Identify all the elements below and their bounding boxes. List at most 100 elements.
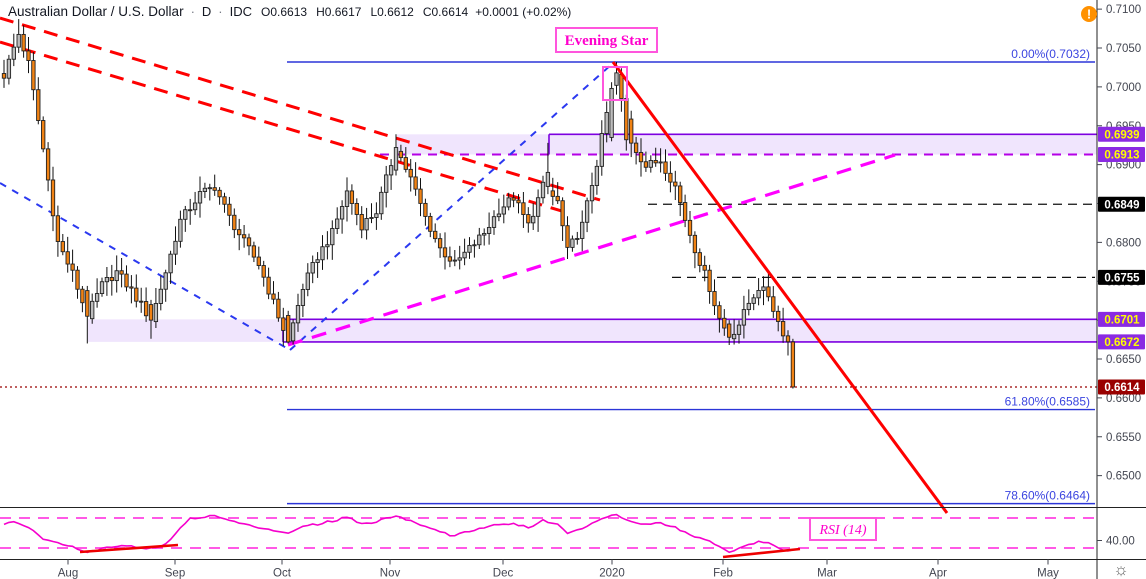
trendline-blue-dashed[interactable] xyxy=(289,63,613,351)
candle-down xyxy=(286,315,291,343)
candle-down xyxy=(692,234,698,254)
candle-up xyxy=(491,216,497,228)
candle-down xyxy=(354,203,359,215)
interval-selector[interactable]: D xyxy=(201,4,212,19)
rsi-label-box[interactable] xyxy=(809,517,877,541)
candle-up xyxy=(339,206,345,220)
candle-up xyxy=(153,303,159,323)
data-feed[interactable]: IDC xyxy=(229,4,253,19)
candle-down xyxy=(638,152,644,163)
candle-down xyxy=(560,200,565,227)
candle-down xyxy=(413,176,418,190)
supply-zone-fill[interactable] xyxy=(397,134,1097,155)
candle-down xyxy=(232,214,237,231)
candle-down xyxy=(80,288,85,304)
candle-down xyxy=(619,73,624,99)
candle-down xyxy=(188,209,193,212)
candle-down xyxy=(124,273,129,288)
open-readout: O0.6613 xyxy=(261,5,308,19)
alert-icon[interactable]: ! xyxy=(1081,6,1097,22)
evening-star-label-box[interactable] xyxy=(555,27,658,53)
fib-retracement[interactable]: 0.00%(0.7032) 61.80%(0.6585) 78.60%(0.6464… xyxy=(287,47,1095,505)
candle-down xyxy=(241,234,247,239)
candle-down xyxy=(398,150,404,159)
candle-up xyxy=(589,185,595,202)
price-tick-label: 0.7100 xyxy=(1106,4,1141,16)
candle-down xyxy=(717,305,722,319)
time-axis[interactable]: Aug Sep Oct Nov Dec 2020 Feb Mar Apr May xyxy=(58,559,1059,579)
candle-down xyxy=(60,241,65,253)
candle-down xyxy=(119,270,124,275)
candle-down xyxy=(281,317,286,331)
candle-down xyxy=(624,98,629,141)
candle-down xyxy=(271,293,276,300)
candle-up xyxy=(462,251,467,259)
candle-up xyxy=(178,218,183,242)
candle-up xyxy=(604,111,609,134)
candle-down xyxy=(643,161,649,168)
candle-down xyxy=(134,287,139,302)
candle-down xyxy=(408,168,413,178)
price-axis-background xyxy=(1098,0,1146,579)
candle-up xyxy=(486,226,492,234)
candle-up xyxy=(300,289,306,306)
candle-down xyxy=(246,237,252,247)
breakdown-trendline-red-solid[interactable] xyxy=(611,61,949,514)
price-level-badge: 0.6755 xyxy=(1098,269,1145,285)
rsi-label: RSI (14) xyxy=(818,523,866,538)
candle-up xyxy=(594,165,600,186)
candle-up xyxy=(325,244,330,248)
candle-down xyxy=(785,335,791,343)
rsi-trendline-red[interactable] xyxy=(79,543,179,554)
evening-star-label: Evening Star xyxy=(565,33,649,49)
candle-down xyxy=(217,189,222,198)
price-level-badge: 0.6701 xyxy=(1098,311,1145,327)
price-tick-label: 0.6900 xyxy=(1106,160,1141,172)
candle-down xyxy=(65,251,70,265)
price-tick-label: 0.6800 xyxy=(1106,237,1141,249)
price-tick-label: 0.7000 xyxy=(1106,82,1141,94)
svg-text:0.6939: 0.6939 xyxy=(1104,129,1139,141)
candle-up xyxy=(482,232,487,236)
change-readout: +0.0001 (+0.02%) xyxy=(475,5,572,19)
rsi-trendline-red[interactable] xyxy=(722,547,801,559)
candle-down xyxy=(45,148,51,181)
candle-down xyxy=(70,263,75,271)
candle-down xyxy=(712,291,717,307)
candle-up xyxy=(506,197,511,208)
candle-up xyxy=(584,200,590,223)
candle-down xyxy=(727,323,732,338)
price-level-badge: 0.6939 xyxy=(1098,126,1145,142)
candle-down xyxy=(673,181,678,187)
time-tick-label: Apr xyxy=(929,568,947,579)
descending-trendline-red-dashed[interactable] xyxy=(0,40,566,214)
candle-up xyxy=(320,246,325,261)
time-tick-label: Feb xyxy=(713,568,733,579)
candle-up xyxy=(540,181,546,199)
candle-down xyxy=(437,238,443,249)
symbol-name[interactable]: Australian Dollar / U.S. Dollar xyxy=(8,4,184,19)
candle-up xyxy=(614,72,619,86)
demand-zone-fill[interactable] xyxy=(88,319,1097,342)
candle-down xyxy=(766,286,771,298)
candle-down xyxy=(687,219,693,236)
time-tick-label: May xyxy=(1037,568,1059,579)
candle-up xyxy=(168,253,173,274)
candle-down xyxy=(511,197,516,201)
candle-down xyxy=(403,157,408,170)
descending-trendline-red-dashed[interactable] xyxy=(0,16,601,202)
candle-up xyxy=(310,262,315,274)
ascending-trendline-magenta-dashed[interactable] xyxy=(287,153,896,347)
price-level-badge: 0.6849 xyxy=(1098,196,1145,212)
axis-settings-gear-icon[interactable]: ☼ xyxy=(1113,560,1129,579)
evening-star-highlight-box[interactable] xyxy=(602,66,628,101)
rsi-plot xyxy=(3,513,794,554)
candle-up xyxy=(746,302,751,311)
candle-up xyxy=(197,191,203,204)
candle-up xyxy=(457,257,462,261)
candle-up xyxy=(90,300,95,320)
candle-up xyxy=(192,202,198,211)
time-tick-label: 2020 xyxy=(599,568,625,579)
